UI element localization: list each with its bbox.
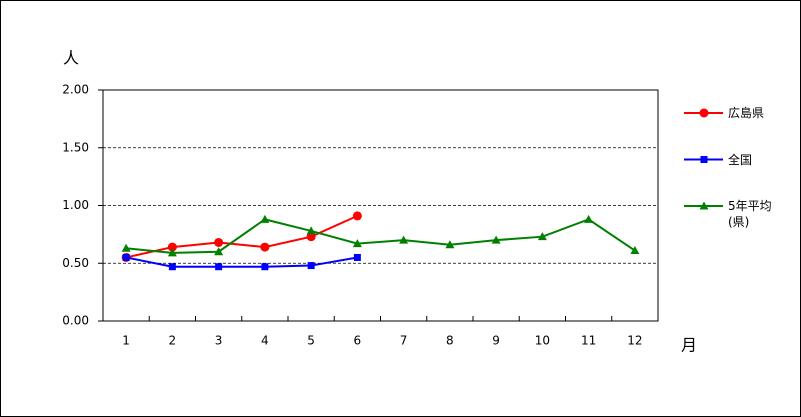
marker [630,246,640,255]
x-tick-label: 7 [400,334,408,348]
legend-label: 全国 [728,152,753,167]
marker [214,247,224,256]
y-tick-label: 0.00 [62,314,89,328]
marker [214,237,224,247]
x-tick-label: 6 [354,334,362,348]
marker [537,232,547,241]
marker [352,211,362,221]
x-tick-label: 2 [169,334,177,348]
marker [260,214,270,223]
marker [352,239,362,248]
x-tick-label: 4 [261,334,269,348]
marker [260,242,270,252]
x-tick-label: 1 [122,334,130,348]
x-tick-label: 12 [627,334,642,348]
marker [261,263,269,271]
x-tick-label: 8 [446,334,454,348]
y-tick-label: 0.50 [62,256,89,270]
marker [699,108,709,118]
marker [584,214,594,223]
x-tick-label: 3 [215,334,223,348]
marker [700,156,708,163]
x-unit-label: 月 [681,336,697,355]
marker [306,232,316,242]
series-line [125,256,358,268]
marker [121,243,131,252]
legend-label: 5年平均 (県) [728,199,772,229]
marker [167,248,177,257]
marker [306,226,316,235]
legend-label: 広島県 [728,106,765,120]
marker [307,262,315,270]
y-tick-label: 1.00 [62,198,89,212]
marker [399,235,409,244]
marker [353,253,361,261]
marker [167,242,177,252]
y-tick-label: 1.50 [62,140,89,154]
y-unit-label: 人 [63,49,79,68]
marker [215,263,223,271]
y-tick-label: 2.00 [62,83,89,97]
marker [445,240,455,249]
marker [699,201,709,210]
marker [491,235,501,244]
x-tick-label: 11 [581,334,596,348]
marker [168,263,176,271]
x-tick-label: 5 [307,334,315,348]
series-line [126,218,636,254]
x-tick-label: 10 [535,334,550,348]
marker [122,253,130,261]
x-tick-label: 9 [492,334,500,348]
